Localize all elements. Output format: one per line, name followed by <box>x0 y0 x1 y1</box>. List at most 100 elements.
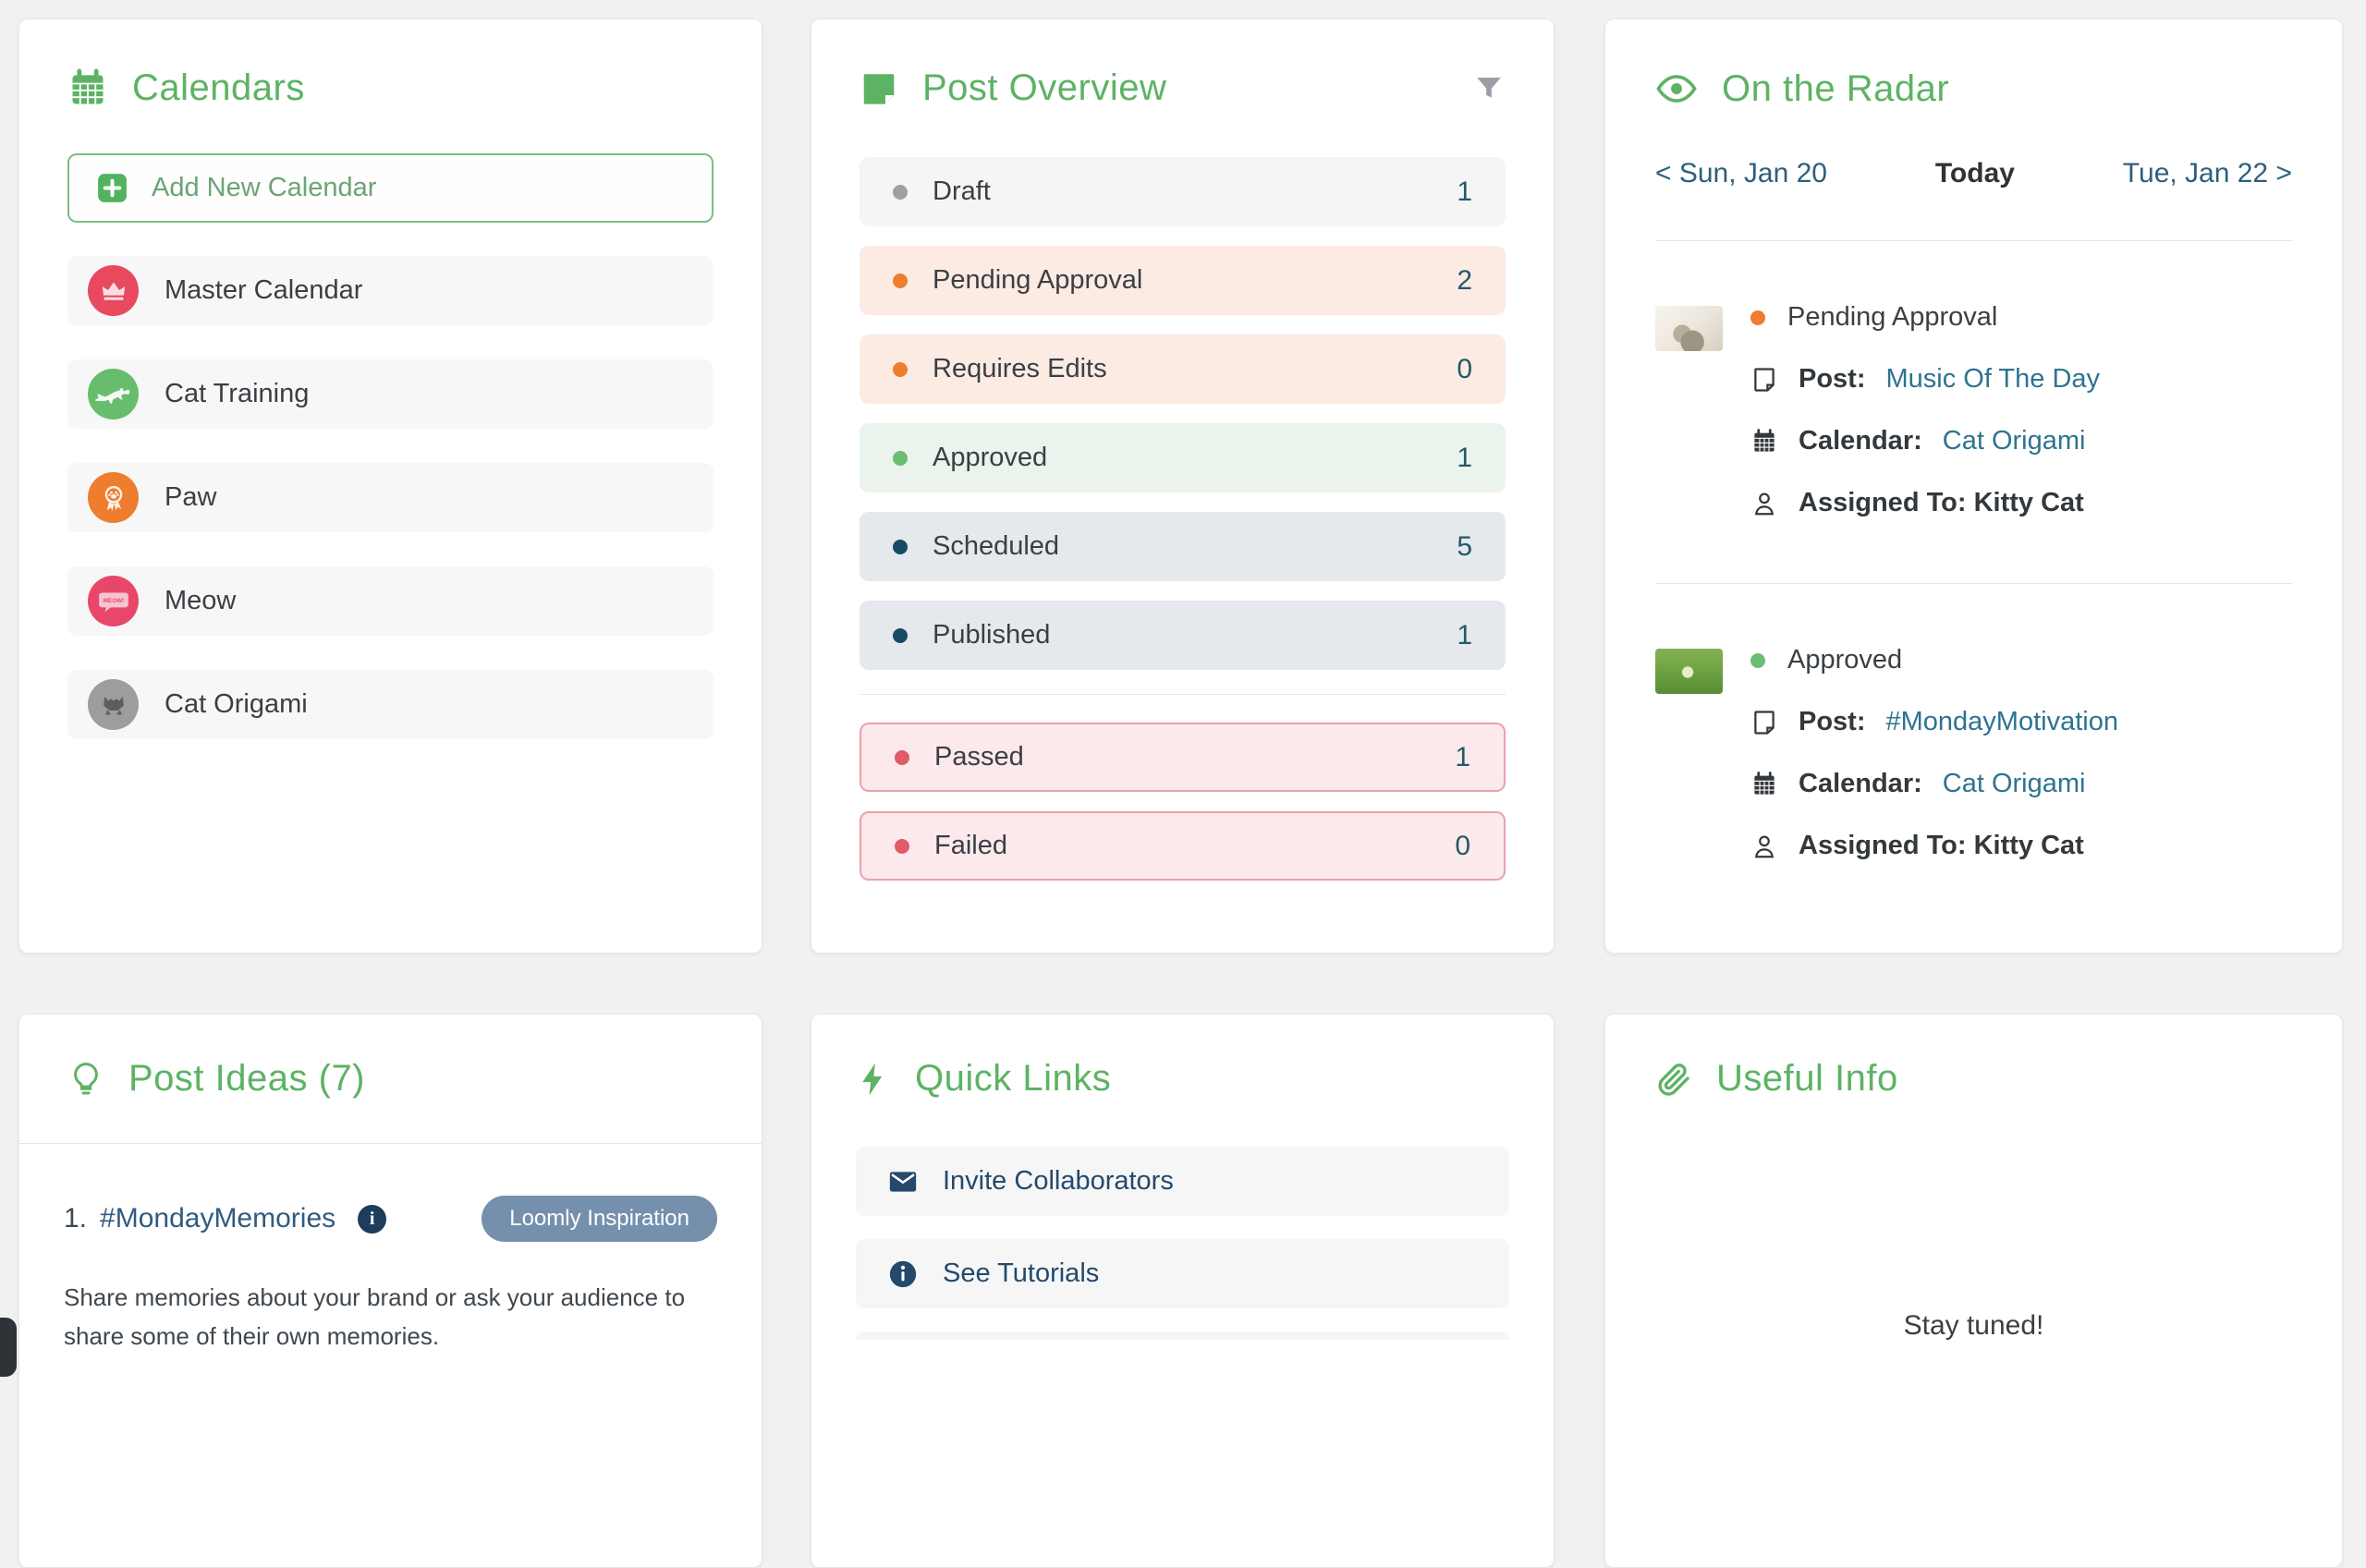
radar-post-line: Post: #MondayMotivation <box>1750 707 2292 737</box>
status-row-draft[interactable]: Draft 1 <box>860 157 1506 226</box>
card-title: Post Overview <box>922 67 1167 108</box>
status-label: Approved <box>1787 645 1903 675</box>
quick-link-label: See Tutorials <box>943 1258 1100 1288</box>
radar-header: On the Radar <box>1655 67 2292 110</box>
radar-entry: Pending Approval Post: Music Of The Day … <box>1655 241 2292 583</box>
post-overview-header: Post Overview <box>860 67 1506 109</box>
calendar-item-label: Cat Origami <box>165 689 308 719</box>
useful-info-header: Useful Info <box>1655 1058 2292 1100</box>
quick-link-row-partial <box>856 1331 1509 1340</box>
post-ideas-header: Post Ideas (7) <box>19 1015 762 1144</box>
calendar-link[interactable]: Cat Origami <box>1942 426 2086 456</box>
calendar-label: Calendar: <box>1799 769 1922 798</box>
radar-status: Approved <box>1750 645 2292 675</box>
award-ribbon-icon <box>88 472 139 523</box>
status-dot <box>893 627 908 643</box>
status-dot <box>1750 652 1765 668</box>
post-thumbnail[interactable] <box>1655 649 1723 694</box>
post-ideas-content: 1. #MondayMemories i Loomly Inspiration … <box>19 1144 762 1355</box>
calendar-item-cat-origami[interactable]: Cat Origami <box>67 670 713 739</box>
today-link[interactable]: Today <box>1934 158 2015 188</box>
status-count: 2 <box>1457 264 1472 296</box>
status-count: 5 <box>1457 530 1472 562</box>
paperclip-icon <box>1655 1061 1692 1098</box>
status-dot <box>895 838 909 854</box>
calendars-card: Calendars Add New Calendar Master Calend… <box>18 18 762 954</box>
post-status-list: Draft 1 Pending Approval 2 Requires Edit… <box>860 157 1506 881</box>
status-label: Pending Approval <box>1787 302 1998 332</box>
invite-collaborators-link[interactable]: Invite Collaborators <box>856 1147 1509 1216</box>
status-row-passed[interactable]: Passed 1 <box>860 723 1506 792</box>
note-icon <box>1750 709 1778 736</box>
post-ideas-card: Post Ideas (7) 1. #MondayMemories i Loom… <box>18 1014 762 1568</box>
radar-entry-body: Approved Post: #MondayMotivation Calenda… <box>1750 645 2292 861</box>
calendar-item-cat-training[interactable]: Cat Training <box>67 359 713 429</box>
chat-launcher-button[interactable] <box>0 1318 17 1377</box>
assigned-to-text: Assigned To: Kitty Cat <box>1799 831 2084 860</box>
radar-assigned-line: Assigned To: Kitty Cat <box>1750 488 2292 518</box>
assigned-to-text: Assigned To: Kitty Cat <box>1799 488 2084 517</box>
see-tutorials-link[interactable]: See Tutorials <box>856 1239 1509 1308</box>
idea-title: 1. #MondayMemories i <box>64 1203 387 1234</box>
status-row-pending-approval[interactable]: Pending Approval 2 <box>860 246 1506 315</box>
post-link[interactable]: #MondayMotivation <box>1885 707 2118 736</box>
filter-funnel-icon[interactable] <box>1472 72 1506 105</box>
status-label: Approved <box>933 443 1048 472</box>
info-circle-icon[interactable]: i <box>358 1204 387 1234</box>
status-row-approved[interactable]: Approved 1 <box>860 423 1506 492</box>
calendars-header: Calendars <box>67 67 713 109</box>
status-row-failed[interactable]: Failed 0 <box>860 811 1506 881</box>
next-day-link[interactable]: Tue, Jan 22 > <box>2122 158 2292 188</box>
calendar-item-label: Paw <box>165 482 217 512</box>
status-count: 1 <box>1457 442 1472 473</box>
divider <box>1655 240 2292 241</box>
calendar-item-master-calendar[interactable]: Master Calendar <box>67 256 713 325</box>
add-new-calendar-button[interactable]: Add New Calendar <box>67 153 713 223</box>
status-label: Passed <box>934 742 1024 772</box>
prev-day-link[interactable]: < Sun, Jan 20 <box>1655 158 1827 188</box>
calendar-item-label: Master Calendar <box>165 275 363 305</box>
useful-info-message: Stay tuned! <box>1903 1310 2044 1341</box>
post-thumbnail[interactable] <box>1655 306 1723 351</box>
calendar-item-paw[interactable]: Paw <box>67 463 713 532</box>
card-title: Post Ideas (7) <box>128 1058 366 1099</box>
card-title: Calendars <box>132 67 305 108</box>
idea-description: Share memories about your brand or ask y… <box>64 1283 686 1350</box>
calendar-link[interactable]: Cat Origami <box>1942 769 2086 798</box>
status-label: Failed <box>934 831 1007 860</box>
status-label: Published <box>933 620 1051 650</box>
idea-tag-link[interactable]: #MondayMemories <box>100 1203 336 1234</box>
envelope-icon <box>887 1166 919 1197</box>
crown-icon <box>88 265 139 316</box>
status-count: 1 <box>1455 741 1470 772</box>
radar-entry-body: Pending Approval Post: Music Of The Day … <box>1750 302 2292 518</box>
status-row-requires-edits[interactable]: Requires Edits 0 <box>860 334 1506 404</box>
card-title: Useful Info <box>1716 1058 1898 1099</box>
post-overview-card: Post Overview Draft 1 Pending Approval 2… <box>811 18 1555 954</box>
person-icon <box>1750 833 1778 860</box>
quick-links-card: Quick Links Invite Collaborators See Tut… <box>811 1014 1555 1568</box>
calendar-label: Calendar: <box>1799 426 1922 456</box>
status-dot <box>895 749 909 765</box>
quick-links-header: Quick Links <box>856 1058 1509 1100</box>
radar-post-line: Post: Music Of The Day <box>1750 364 2292 395</box>
status-count: 1 <box>1457 619 1472 650</box>
status-row-published[interactable]: Published 1 <box>860 601 1506 670</box>
status-label: Scheduled <box>933 531 1060 561</box>
calendar-item-meow[interactable]: MEOW! Meow <box>67 566 713 636</box>
calendar-icon <box>1750 428 1778 456</box>
divider <box>1655 583 2292 584</box>
status-label: Requires Edits <box>933 354 1107 383</box>
card-title: On the Radar <box>1722 67 1950 109</box>
divider <box>860 694 1506 695</box>
post-link[interactable]: Music Of The Day <box>1885 364 2101 394</box>
status-dot <box>1750 310 1765 325</box>
radar-entry: Approved Post: #MondayMotivation Calenda… <box>1655 584 2292 926</box>
status-row-scheduled[interactable]: Scheduled 5 <box>860 512 1506 581</box>
status-count: 0 <box>1457 353 1472 384</box>
radar-calendar-line: Calendar: Cat Origami <box>1750 769 2292 799</box>
status-label: Pending Approval <box>933 265 1143 295</box>
radar-date-nav: < Sun, Jan 20 Today Tue, Jan 22 > <box>1655 158 2292 189</box>
calendar-item-label: Meow <box>165 586 237 615</box>
status-count: 1 <box>1457 176 1472 207</box>
